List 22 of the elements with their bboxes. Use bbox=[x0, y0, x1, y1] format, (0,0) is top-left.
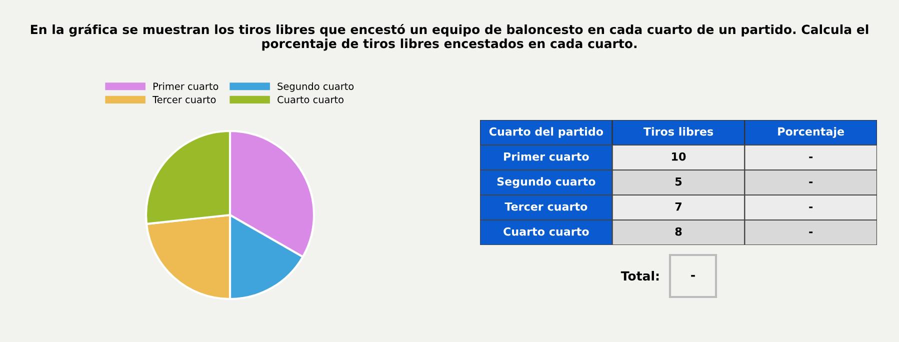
text: - bbox=[809, 182, 813, 184]
text: Cuarto cuarto bbox=[504, 227, 589, 236]
text: En la gráfica se muestran los tiros libres que encestó un equipo de baloncesto en cada cuarto de un partido. Calcula el porcentaje de tiros libres encestados en cada cuarto. bbox=[30, 24, 868, 51]
text: 10 bbox=[672, 152, 686, 161]
text: - bbox=[809, 156, 813, 158]
text: Primer cuarto bbox=[504, 152, 589, 161]
text: Tiros libres bbox=[643, 127, 714, 136]
legend-label: Tercer cuarto bbox=[152, 96, 216, 104]
legend-label: Primer cuarto bbox=[154, 82, 218, 90]
text: Porcentaje bbox=[778, 127, 844, 138]
text: Segundo cuarto bbox=[497, 177, 596, 188]
text: 5 bbox=[675, 177, 682, 186]
text: Total: bbox=[620, 270, 659, 281]
legend-label: Cuarto cuarto bbox=[278, 96, 344, 104]
text: - bbox=[809, 206, 813, 208]
text: 7 bbox=[675, 202, 682, 211]
text: Tercer cuarto bbox=[504, 202, 588, 211]
text: Cuarto del partido bbox=[489, 127, 604, 138]
text: 8 bbox=[675, 227, 682, 236]
legend-label: Segundo cuarto bbox=[278, 82, 354, 92]
text: - bbox=[691, 274, 695, 277]
text: - bbox=[809, 232, 813, 234]
